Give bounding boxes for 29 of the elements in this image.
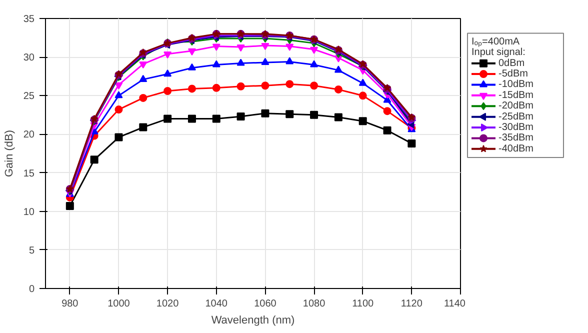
y-axis-title: Gain (dB) — [3, 130, 16, 178]
y-tick-label: 15 — [23, 168, 35, 180]
y-tick-label: 25 — [23, 91, 35, 102]
y-tick-label: 5 — [28, 245, 35, 256]
x-tick-label: 1080 — [302, 298, 326, 310]
y-tick-label: 30 — [23, 52, 35, 64]
x-tick-label: 1000 — [108, 298, 130, 310]
legend-label: 0dBm — [498, 58, 525, 69]
legend-label: -40dBm — [498, 143, 534, 154]
y-tick-label: 20 — [23, 130, 35, 141]
legend-label: -30dBm — [498, 122, 534, 134]
legend-label: -5dBm — [498, 68, 528, 80]
legend-label: -15dBm — [498, 90, 534, 101]
x-tick-label: 1140 — [444, 298, 466, 310]
legend-label: -25dBm — [498, 111, 534, 122]
legend-label: -35dBm — [498, 132, 534, 144]
x-tick-label: 1020 — [156, 298, 180, 310]
x-tick-label: 1120 — [400, 298, 423, 310]
legend-title: Iₒₚ=400mA Input signal: — [472, 36, 526, 58]
x-tick-label: 1100 — [352, 298, 374, 310]
legend-label: -20dBm — [498, 100, 534, 112]
x-axis-title: Wavelength (nm) — [211, 314, 295, 326]
x-tick-label: 1060 — [254, 298, 277, 310]
y-tick-label: 10 — [23, 206, 35, 218]
x-tick-label: 980 — [62, 298, 79, 310]
legend-label: -10dBm — [498, 79, 534, 90]
y-tick-label: 35 — [23, 14, 35, 25]
x-tick-label: 1040 — [205, 298, 228, 310]
y-tick-label: 0 — [28, 284, 35, 295]
